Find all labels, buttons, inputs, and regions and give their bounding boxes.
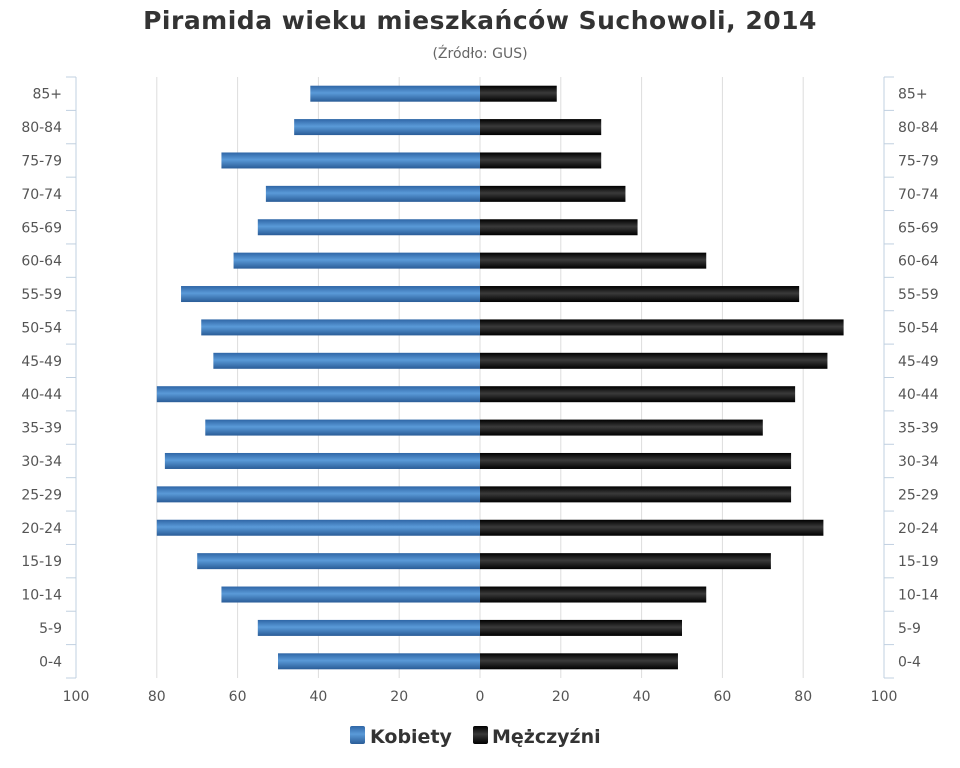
- x-tick-label: 60: [713, 689, 731, 705]
- y-label-right: 20-24: [898, 521, 939, 537]
- bar-mezczyzni: [480, 85, 557, 102]
- y-label-left: 25-29: [21, 487, 62, 503]
- y-label-left: 10-14: [21, 588, 62, 604]
- chart-title: Piramida wieku mieszkańców Suchowoli, 20…: [143, 6, 817, 35]
- y-label-right: 45-49: [898, 354, 939, 370]
- y-label-right: 55-59: [898, 287, 939, 303]
- x-tick-label: 60: [229, 689, 247, 705]
- y-label-left: 60-64: [21, 254, 62, 270]
- y-label-left: 85+: [32, 87, 62, 103]
- y-label-left: 20-24: [21, 521, 62, 537]
- bar-mezczyzni: [480, 286, 800, 303]
- y-label-left: 45-49: [21, 354, 62, 370]
- bar-mezczyzni: [480, 352, 828, 369]
- bar-kobiety: [156, 519, 481, 536]
- y-label-left: 75-79: [21, 153, 62, 169]
- bar-mezczyzni: [480, 119, 602, 136]
- y-label-right: 80-84: [898, 120, 939, 136]
- bar-kobiety: [156, 386, 481, 403]
- y-label-right: 75-79: [898, 153, 939, 169]
- y-label-left: 80-84: [21, 120, 62, 136]
- bar-kobiety: [278, 653, 480, 670]
- bar-kobiety: [205, 419, 480, 436]
- bar-kobiety: [233, 252, 480, 269]
- y-label-left: 40-44: [21, 387, 62, 403]
- bar-mezczyzni: [480, 419, 763, 436]
- bar-mezczyzni: [480, 252, 707, 269]
- bar-kobiety: [257, 619, 480, 636]
- y-label-right: 65-69: [898, 220, 939, 236]
- x-tick-label: 80: [148, 689, 166, 705]
- y-label-left: 35-39: [21, 421, 62, 437]
- bar-mezczyzni: [480, 519, 824, 536]
- y-label-left: 50-54: [21, 320, 62, 336]
- bar-kobiety: [265, 185, 480, 202]
- x-tick-label: 100: [63, 689, 90, 705]
- y-label-right: 50-54: [898, 320, 939, 336]
- y-label-right: 10-14: [898, 588, 939, 604]
- x-tick-label: 80: [794, 689, 812, 705]
- bar-kobiety: [156, 486, 481, 503]
- x-tick-label: 40: [309, 689, 327, 705]
- legend-label-kobiety: Kobiety: [370, 726, 453, 748]
- legend-swatch-kobiety: [350, 726, 365, 744]
- legend-label-mezczyzni: Mężczyźni: [492, 726, 601, 748]
- y-label-right: 40-44: [898, 387, 939, 403]
- y-label-left: 30-34: [21, 454, 62, 470]
- y-label-right: 15-19: [898, 554, 939, 570]
- bar-mezczyzni: [480, 586, 707, 603]
- bar-mezczyzni: [480, 152, 602, 169]
- y-label-right: 35-39: [898, 421, 939, 437]
- y-label-right: 85+: [898, 87, 928, 103]
- y-label-right: 30-34: [898, 454, 939, 470]
- y-label-right: 5-9: [898, 621, 921, 637]
- y-label-left: 0-4: [39, 654, 62, 670]
- x-tick-label: 100: [871, 689, 898, 705]
- y-label-right: 25-29: [898, 487, 939, 503]
- y-label-right: 60-64: [898, 254, 939, 270]
- y-label-left: 70-74: [21, 187, 62, 203]
- x-tick-label: 40: [633, 689, 651, 705]
- bar-kobiety: [201, 319, 481, 336]
- bar-mezczyzni: [480, 185, 626, 202]
- x-tick-label: 0: [476, 689, 485, 705]
- bar-mezczyzni: [480, 486, 792, 503]
- bar-mezczyzni: [480, 386, 796, 403]
- y-label-left: 5-9: [39, 621, 62, 637]
- bar-mezczyzni: [480, 619, 682, 636]
- y-label-right: 0-4: [898, 654, 921, 670]
- y-label-left: 55-59: [21, 287, 62, 303]
- bar-kobiety: [221, 586, 480, 603]
- bar-mezczyzni: [480, 553, 771, 570]
- y-label-left: 65-69: [21, 220, 62, 236]
- bar-mezczyzni: [480, 452, 792, 469]
- bar-kobiety: [164, 452, 480, 469]
- bar-kobiety: [221, 152, 480, 169]
- bar-mezczyzni: [480, 319, 844, 336]
- x-tick-label: 20: [552, 689, 570, 705]
- bar-kobiety: [213, 352, 481, 369]
- bar-kobiety: [181, 286, 481, 303]
- bar-kobiety: [310, 85, 480, 102]
- bar-mezczyzni: [480, 653, 678, 670]
- x-tick-label: 20: [390, 689, 408, 705]
- legend-swatch-mezczyzni: [473, 726, 488, 744]
- y-label-right: 70-74: [898, 187, 939, 203]
- chart-subtitle: (Źródło: GUS): [432, 46, 528, 62]
- bar-kobiety: [197, 553, 480, 570]
- y-label-left: 15-19: [21, 554, 62, 570]
- bar-kobiety: [294, 119, 480, 136]
- bar-mezczyzni: [480, 219, 638, 236]
- bar-kobiety: [257, 219, 480, 236]
